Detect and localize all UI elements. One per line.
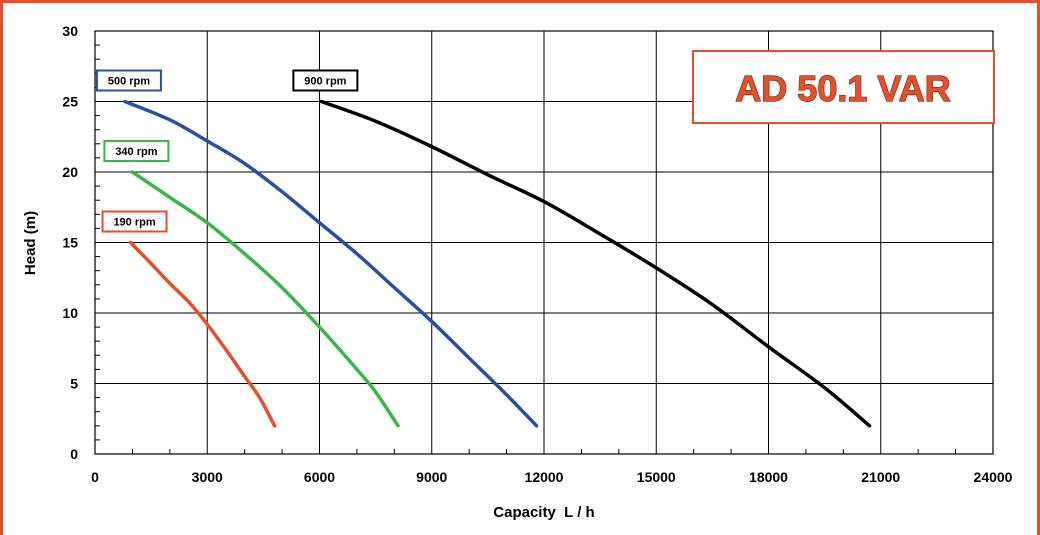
curve-500-rpm bbox=[123, 99, 539, 428]
y-axis-title: Head (m) bbox=[22, 211, 39, 275]
y-tick-label: 10 bbox=[62, 305, 78, 321]
tick-labels: 0 3000 6000 9000 12000 15000 18000 21000 24000 0 5… bbox=[62, 23, 1012, 485]
x-tick-label: 18000 bbox=[749, 469, 788, 485]
x-tick-label: 15000 bbox=[637, 469, 676, 485]
y-tick-label: 5 bbox=[70, 376, 78, 392]
curve-label-500-rpm: 500 rpm bbox=[95, 69, 162, 92]
y-tick-label: 20 bbox=[62, 164, 78, 180]
curve-labels: 190 rpm 340 rpm 500 rpm 900 rpm bbox=[95, 69, 359, 233]
y-tick-label: 25 bbox=[62, 94, 78, 110]
svg-text:190 rpm: 190 rpm bbox=[113, 217, 155, 229]
curve-label-900-rpm: 900 rpm bbox=[292, 69, 359, 92]
x-tick-label: 9000 bbox=[416, 469, 447, 485]
x-axis-title: Capacity L / h bbox=[493, 504, 594, 521]
curve-label-340-rpm: 340 rpm bbox=[103, 140, 170, 162]
x-tick-label: 3000 bbox=[192, 469, 223, 485]
plot-border bbox=[94, 30, 994, 455]
x-tick-label: 21000 bbox=[861, 469, 900, 485]
curve-340-rpm bbox=[130, 170, 400, 428]
curve-label-190-rpm: 190 rpm bbox=[101, 210, 168, 233]
model-title-box: AD 50.1 VAR bbox=[692, 50, 995, 124]
x-tick-label: 6000 bbox=[304, 469, 335, 485]
y-tick-label: 15 bbox=[62, 235, 78, 251]
svg-text:340 rpm: 340 rpm bbox=[115, 146, 157, 158]
x-tick-label: 24000 bbox=[974, 469, 1013, 485]
chart-title: AD 50.1 VAR bbox=[735, 68, 950, 109]
curve-900-rpm bbox=[319, 99, 872, 428]
svg-text:500 rpm: 500 rpm bbox=[108, 76, 150, 88]
curve-190-rpm bbox=[128, 240, 277, 428]
x-tick-label: 0 bbox=[91, 469, 99, 485]
grid bbox=[94, 30, 994, 455]
x-tick-label: 12000 bbox=[525, 469, 564, 485]
y-tick-label: 0 bbox=[70, 446, 78, 462]
curves bbox=[123, 99, 872, 428]
y-tick-label: 30 bbox=[62, 23, 78, 39]
svg-text:900 rpm: 900 rpm bbox=[304, 76, 346, 88]
